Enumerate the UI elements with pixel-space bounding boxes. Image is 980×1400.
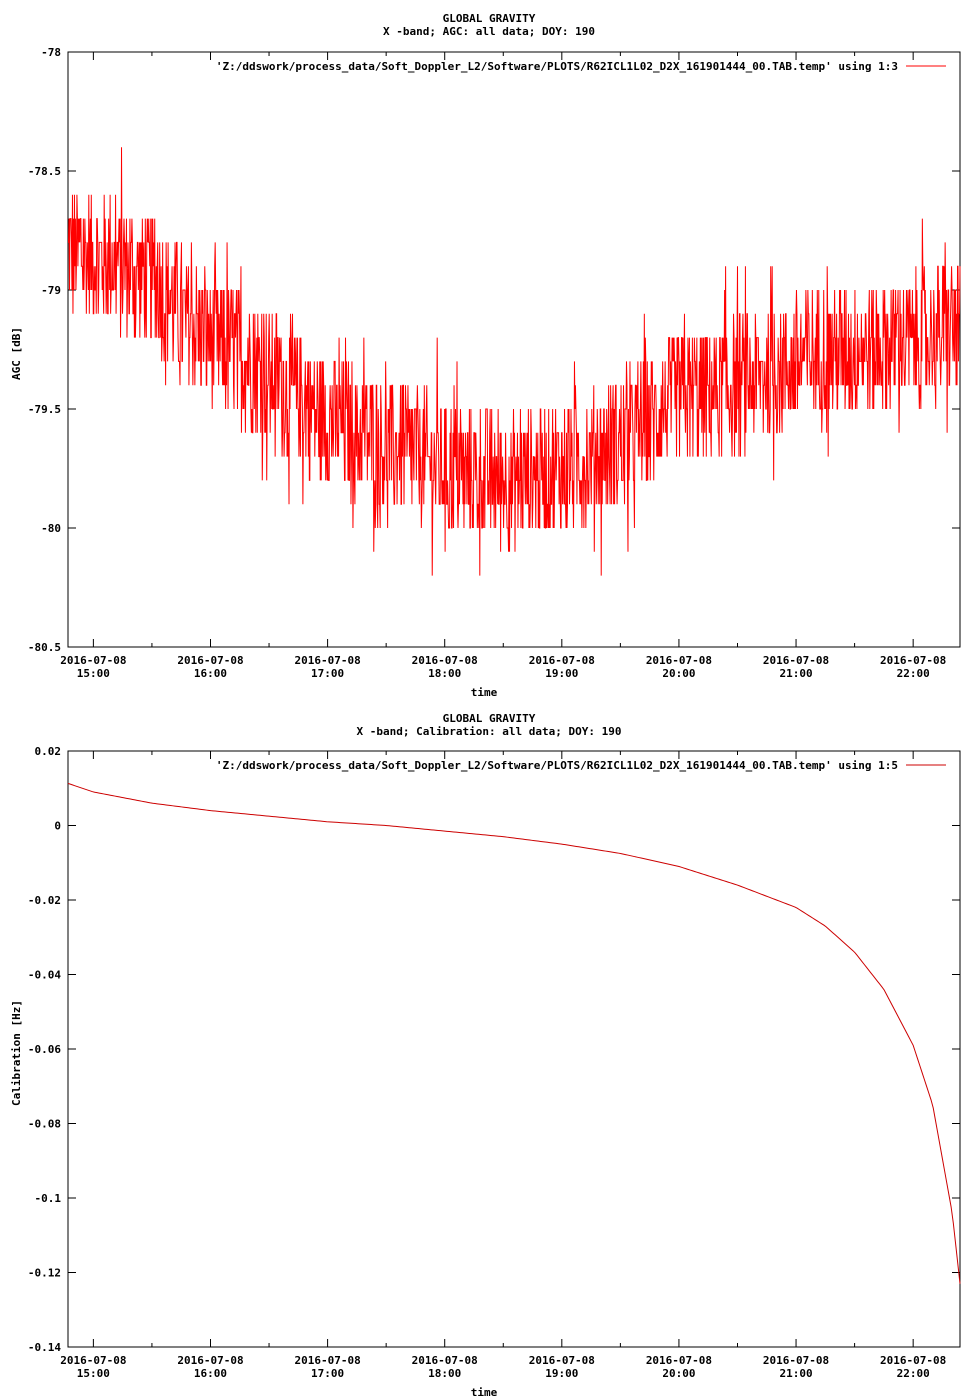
series-line-1 — [67, 782, 961, 1284]
x-tick-label-date: 2016-07-08 — [177, 1354, 243, 1367]
y-tick-label: -0.08 — [28, 1118, 61, 1131]
x-tick-label-date: 2016-07-08 — [294, 1354, 360, 1367]
x-tick-label-date: 2016-07-08 — [177, 654, 243, 667]
x-tick-label-date: 2016-07-08 — [646, 1354, 712, 1367]
x-tick-label-time: 15:00 — [77, 1367, 110, 1380]
x-tick-label-time: 21:00 — [779, 1367, 812, 1380]
x-tick-label-date: 2016-07-08 — [60, 654, 126, 667]
x-tick-label-date: 2016-07-08 — [529, 654, 595, 667]
x-tick-label-date: 2016-07-08 — [412, 1354, 478, 1367]
x-tick-label-date: 2016-07-08 — [529, 1354, 595, 1367]
x-axis-label: time — [471, 1386, 498, 1399]
x-tick-label-date: 2016-07-08 — [60, 1354, 126, 1367]
chart-title: GLOBAL GRAVITY — [443, 12, 536, 25]
x-tick-label-date: 2016-07-08 — [880, 1354, 946, 1367]
x-tick-label-time: 22:00 — [897, 1367, 930, 1380]
x-tick-label-time: 18:00 — [428, 1367, 461, 1380]
x-tick-label-time: 16:00 — [194, 1367, 227, 1380]
y-tick-label: -0.02 — [28, 894, 61, 907]
y-tick-label: -0.14 — [28, 1341, 61, 1354]
plot-frame — [67, 750, 961, 1348]
y-tick-label: 0 — [54, 820, 61, 833]
plot-frame — [67, 51, 961, 648]
y-tick-label: -79 — [41, 284, 61, 297]
x-tick-label-date: 2016-07-08 — [646, 654, 712, 667]
legend-label: 'Z:/ddswork/process_data/Soft_Doppler_L2… — [216, 759, 898, 772]
x-tick-label-time: 17:00 — [311, 1367, 344, 1380]
y-tick-label: -78.5 — [28, 165, 61, 178]
series-line-1 — [68, 147, 961, 576]
y-tick-label: -78 — [41, 46, 61, 59]
x-axis-label: time — [471, 686, 498, 699]
x-tick-label-time: 16:00 — [194, 667, 227, 680]
legend: 'Z:/ddswork/process_data/Soft_Doppler_L2… — [216, 759, 946, 772]
x-tick-label-time: 22:00 — [897, 667, 930, 680]
y-tick-label: -80.5 — [28, 641, 61, 654]
y-tick-label: -79.5 — [28, 403, 61, 416]
x-tick-label-date: 2016-07-08 — [763, 1354, 829, 1367]
x-tick-label-time: 20:00 — [662, 667, 695, 680]
chart-subtitle: X -band; AGC: all data; DOY: 190 — [383, 25, 595, 38]
chart-title: GLOBAL GRAVITY — [443, 712, 536, 725]
legend-label: 'Z:/ddswork/process_data/Soft_Doppler_L2… — [216, 60, 898, 73]
x-tick-label-time: 19:00 — [545, 1367, 578, 1380]
x-tick-label-date: 2016-07-08 — [412, 654, 478, 667]
x-tick-label-date: 2016-07-08 — [294, 654, 360, 667]
x-tick-label-time: 18:00 — [428, 667, 461, 680]
x-tick-label-date: 2016-07-08 — [763, 654, 829, 667]
y-tick-label: -0.04 — [28, 969, 61, 982]
chart-subtitle: X -band; Calibration: all data; DOY: 190 — [357, 725, 622, 738]
y-tick-label: -80 — [41, 522, 61, 535]
x-tick-label-time: 20:00 — [662, 1367, 695, 1380]
x-tick-label-time: 19:00 — [545, 667, 578, 680]
x-tick-label-date: 2016-07-08 — [880, 654, 946, 667]
x-tick-label-time: 21:00 — [779, 667, 812, 680]
y-axis-label: AGC [dB] — [10, 327, 23, 380]
x-tick-label-time: 17:00 — [311, 667, 344, 680]
y-axis-label: Calibration [Hz] — [10, 1000, 23, 1106]
y-tick-label: 0.02 — [35, 745, 62, 758]
y-tick-label: -0.12 — [28, 1267, 61, 1280]
legend: 'Z:/ddswork/process_data/Soft_Doppler_L2… — [216, 60, 946, 73]
y-tick-label: -0.06 — [28, 1043, 61, 1056]
x-tick-label-time: 15:00 — [77, 667, 110, 680]
y-tick-label: -0.1 — [35, 1192, 62, 1205]
